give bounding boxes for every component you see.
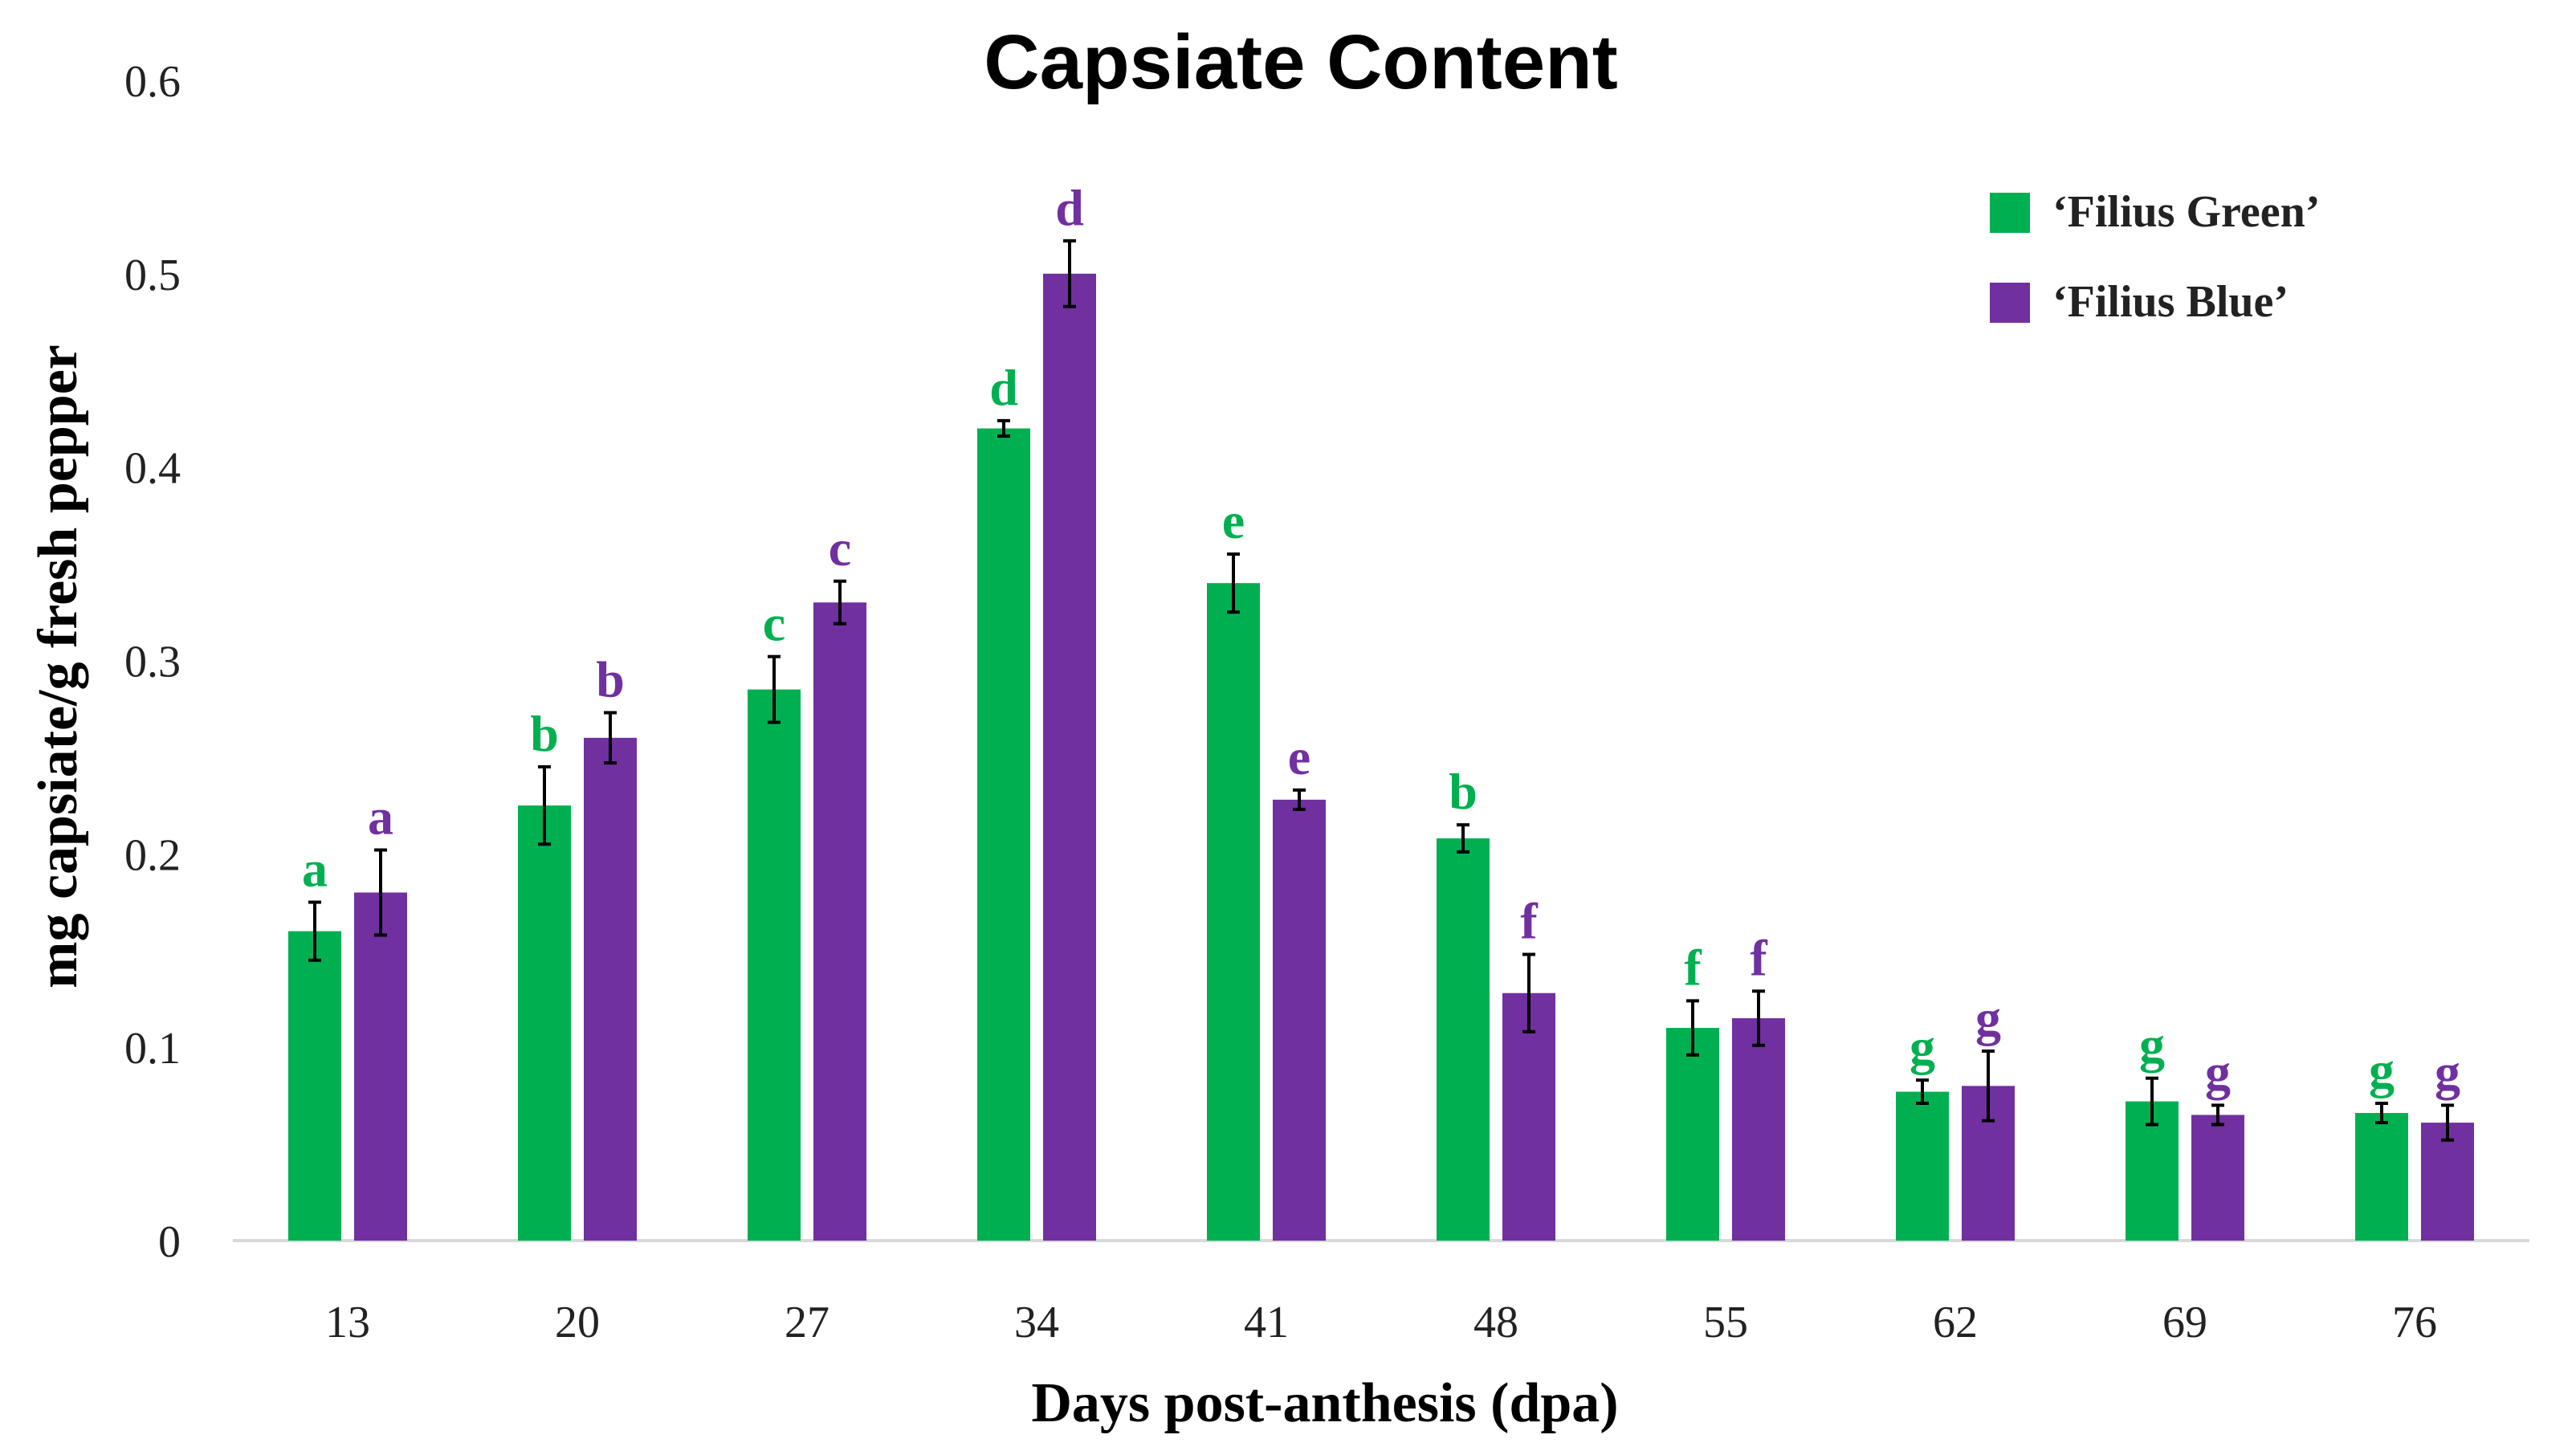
bar-filius-blue [2421,1123,2474,1241]
significance-label: g [2369,1041,2395,1098]
significance-label: f [1750,929,1767,986]
legend: ‘Filius Green’ ‘Filius Blue’ [1990,187,2320,327]
bar-filius-green [1896,1091,1949,1241]
significance-label: b [1449,763,1478,820]
y-axis-title: mg capsiate/g fresh pepper [27,344,89,988]
significance-label: c [829,520,851,577]
significance-label: g [2435,1043,2460,1100]
significance-label: e [1222,492,1245,549]
y-tick-label: 0 [158,1217,181,1267]
bar-filius-green [977,428,1030,1241]
bar-filius-blue [354,892,407,1241]
x-axis-title: Days post-anthesis (dpa) [1031,1372,1618,1434]
bar-filius-green [748,689,801,1241]
legend-label: ‘Filius Blue’ [2052,277,2289,327]
x-tick-label: 13 [325,1298,370,1347]
significance-label: d [1055,179,1084,236]
x-tick-label: 76 [2392,1298,2437,1347]
y-tick-label: 0.6 [124,57,181,107]
significance-label: a [368,789,393,846]
significance-label: a [302,841,328,898]
y-tick-label: 0.4 [124,444,181,494]
bar-filius-blue [1273,799,1326,1241]
significance-label: b [530,705,559,762]
legend-label: ‘Filius Green’ [2052,187,2320,237]
x-tick-label: 34 [1014,1298,1059,1347]
x-tick-label: 62 [1933,1298,1978,1347]
y-axis-ticks: 0 0.1 0.2 0.3 0.4 0.5 0.6 [124,57,181,1267]
bar-filius-blue [1502,992,1555,1241]
significance-label: e [1288,728,1310,785]
significance-label: f [1520,893,1538,950]
bar-filius-green [518,805,571,1241]
x-tick-label: 20 [555,1298,600,1347]
significance-label: b [596,651,625,708]
y-tick-label: 0.5 [124,251,181,300]
significance-label: g [1910,1018,1935,1075]
legend-swatch-blue [1990,283,2030,323]
significance-label: d [989,359,1018,416]
bar-filius-blue [2191,1115,2244,1241]
y-tick-label: 0.2 [124,830,181,880]
bar-filius-green [1666,1028,1719,1241]
x-tick-label: 55 [1703,1298,1748,1347]
significance-label: g [1975,989,2001,1046]
bar-filius-blue [813,602,866,1241]
y-tick-label: 0.3 [124,638,181,687]
bar-filius-green [1437,838,1490,1241]
significance-label: g [2139,1017,2165,1074]
chart-title: Capsiate Content [984,19,1617,105]
x-tick-label: 48 [1473,1298,1518,1347]
x-axis-ticks: 13 20 27 34 41 48 55 62 69 76 [325,1298,2437,1347]
bar-filius-green [2355,1113,2408,1241]
significance-label: c [763,595,785,652]
x-tick-label: 41 [1244,1298,1289,1347]
bar-filius-blue [1732,1018,1785,1241]
significance-label: f [1684,939,1702,996]
x-tick-label: 69 [2162,1298,2207,1347]
significance-label: g [2205,1043,2231,1100]
bar-filius-blue [1043,273,1096,1241]
y-tick-label: 0.1 [124,1024,181,1074]
bar-filius-blue [584,737,637,1241]
bar-filius-green [288,931,341,1241]
bar-filius-green [1207,583,1260,1241]
x-tick-label: 27 [785,1298,829,1347]
legend-swatch-green [1990,193,2030,233]
